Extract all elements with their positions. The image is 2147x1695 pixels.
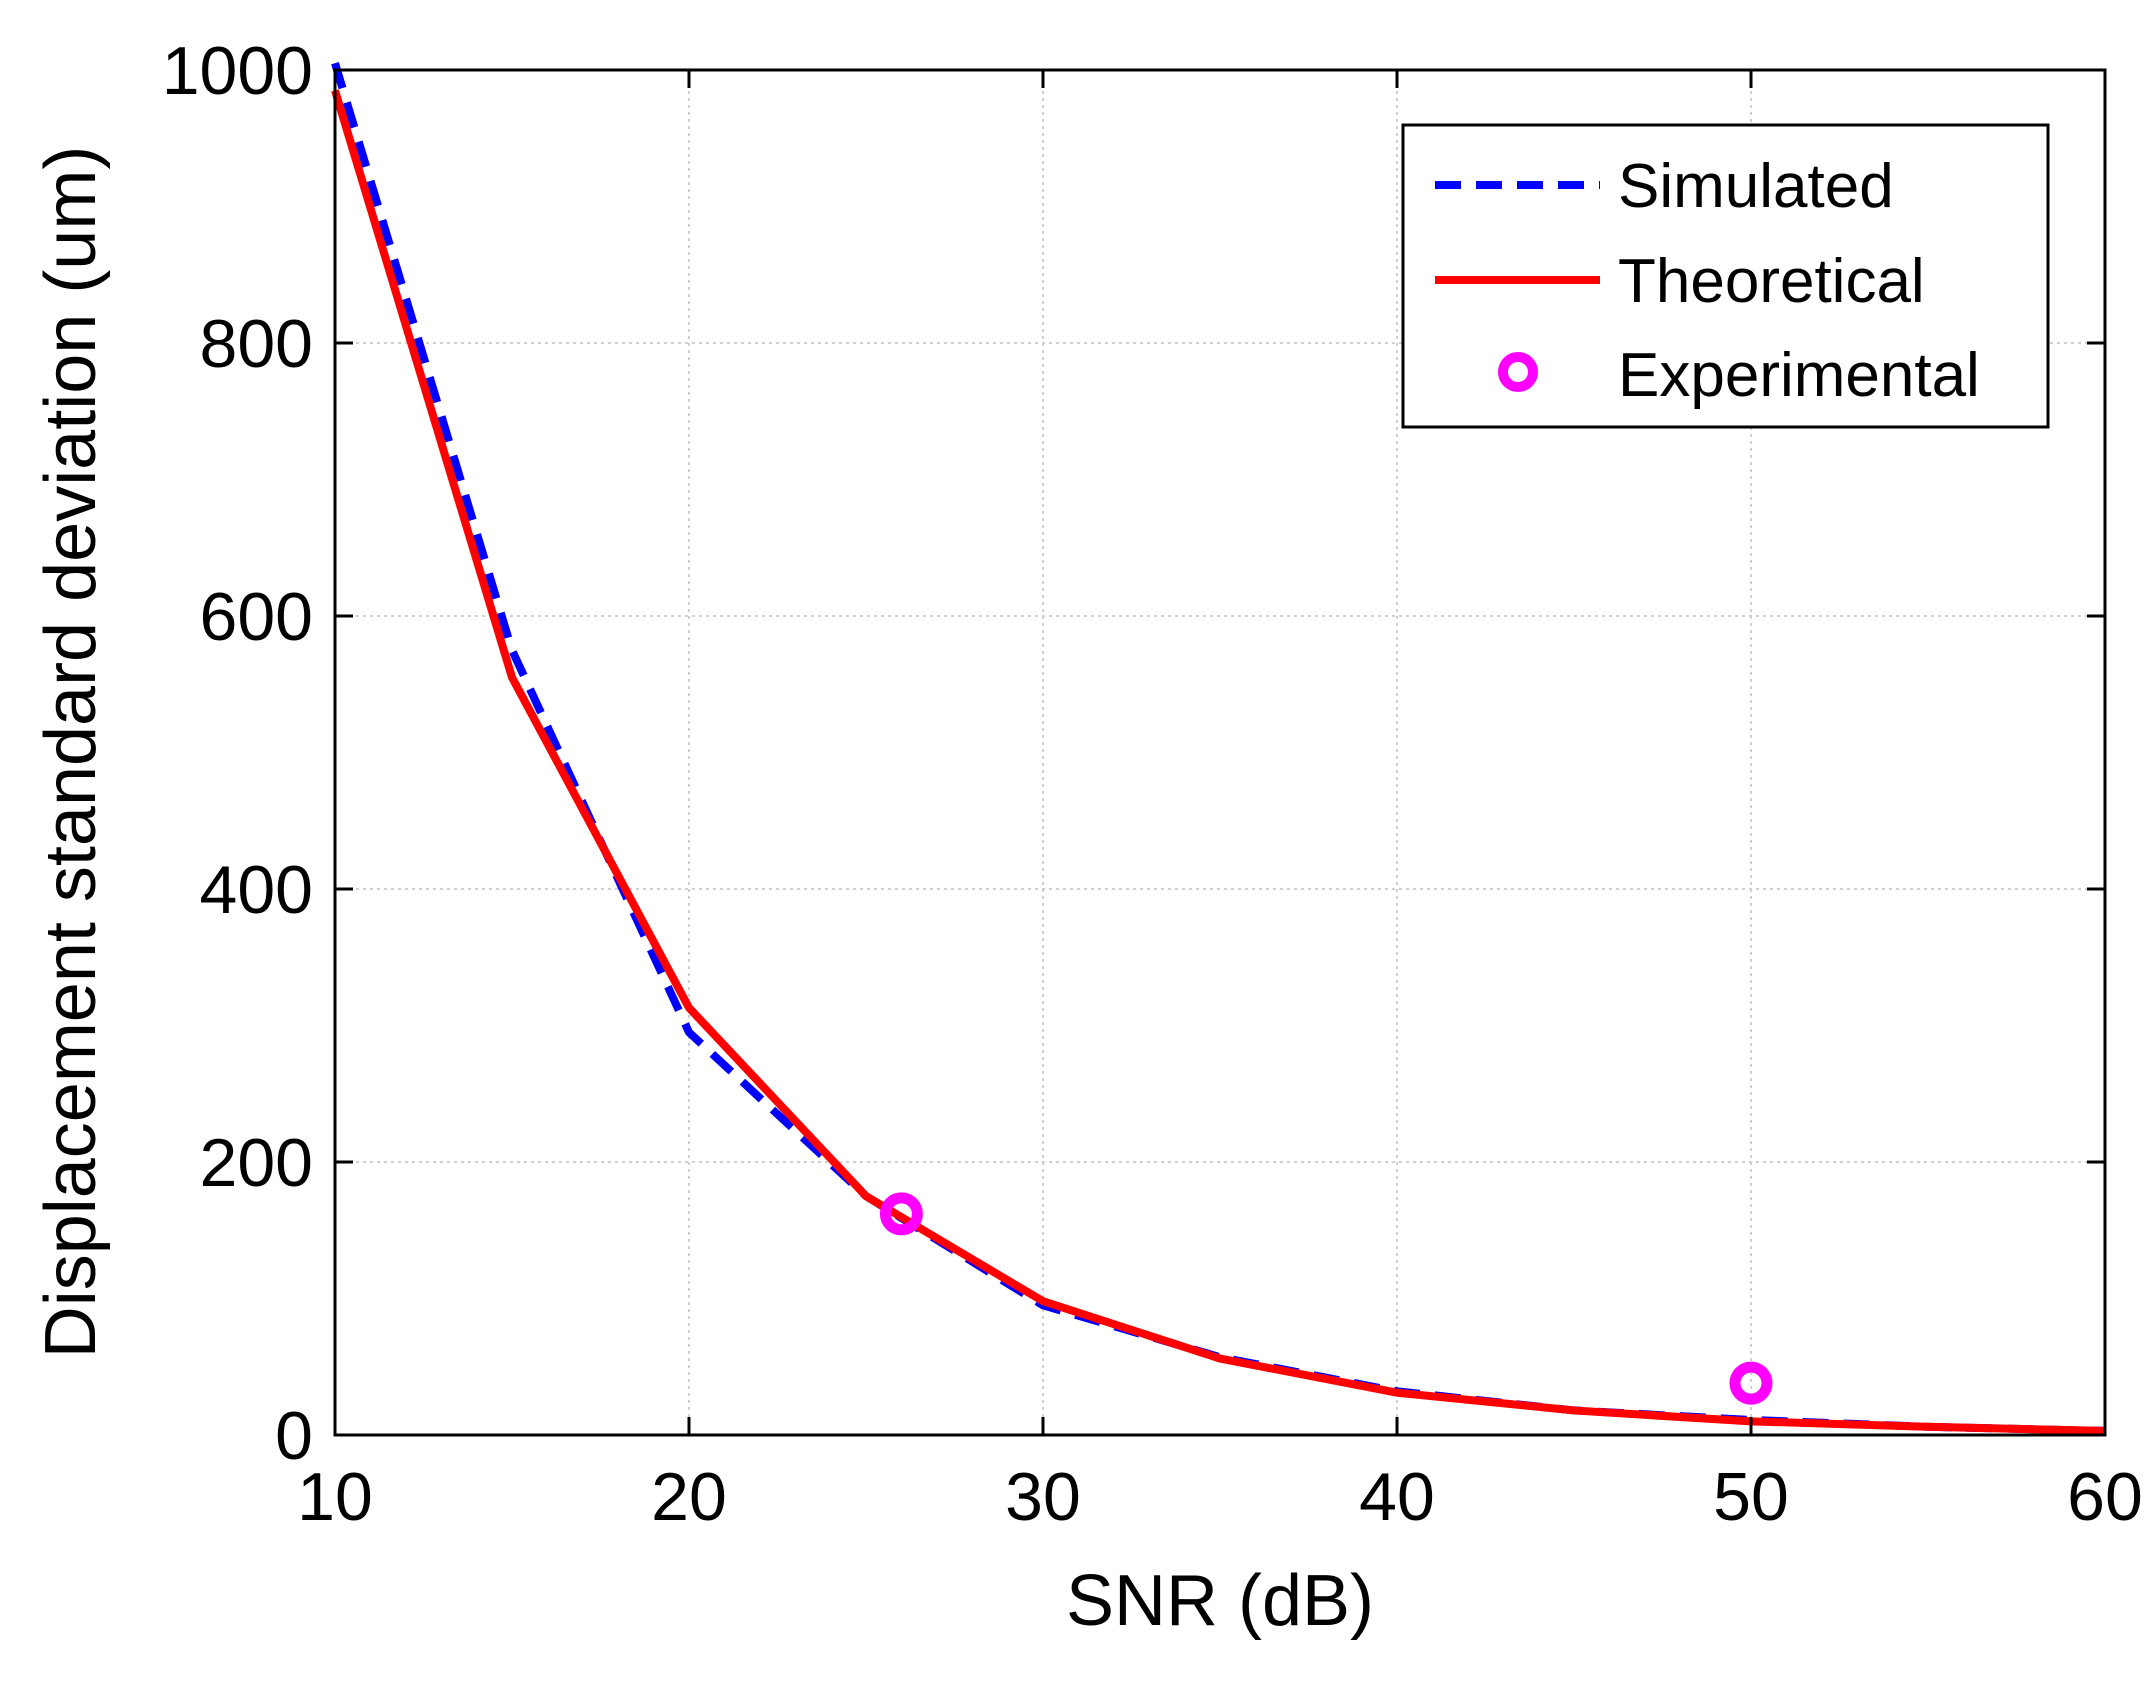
x-tick-label: 30 — [1005, 1459, 1081, 1535]
y-tick-label: 1000 — [162, 33, 313, 109]
x-tick-label: 40 — [1359, 1459, 1435, 1535]
y-tick-label: 200 — [200, 1125, 313, 1201]
legend-label-simulated: Simulated — [1618, 152, 1894, 221]
legend-label-theoretical: Theoretical — [1618, 247, 1925, 316]
axes-box — [333, 68, 2107, 1437]
y-tick-label: 0 — [275, 1398, 313, 1474]
y-tick-label: 800 — [200, 306, 313, 382]
theoretical-line — [331, 89, 2106, 1435]
legend-marker-experimental — [1498, 352, 1538, 392]
experimental-point — [1729, 1361, 1773, 1405]
y-axis-label: Displacement standard deviation (um) — [31, 146, 111, 1359]
y-tick-label: 400 — [200, 852, 313, 928]
experimental-point — [879, 1192, 923, 1236]
y-tick-label: 600 — [200, 579, 313, 655]
legend-label-experimental: Experimental — [1618, 341, 1980, 410]
x-tick-label: 60 — [2067, 1459, 2143, 1535]
x-axis-label: SNR (dB) — [1066, 1561, 1374, 1641]
plot-series — [331, 62, 2106, 1435]
grid — [335, 70, 2105, 1435]
x-tick-label: 50 — [1713, 1459, 1789, 1535]
x-tick-label: 20 — [651, 1459, 727, 1535]
legend: Simulated Theoretical Experimental — [1401, 123, 2050, 429]
x-tick-label: 10 — [297, 1459, 373, 1535]
